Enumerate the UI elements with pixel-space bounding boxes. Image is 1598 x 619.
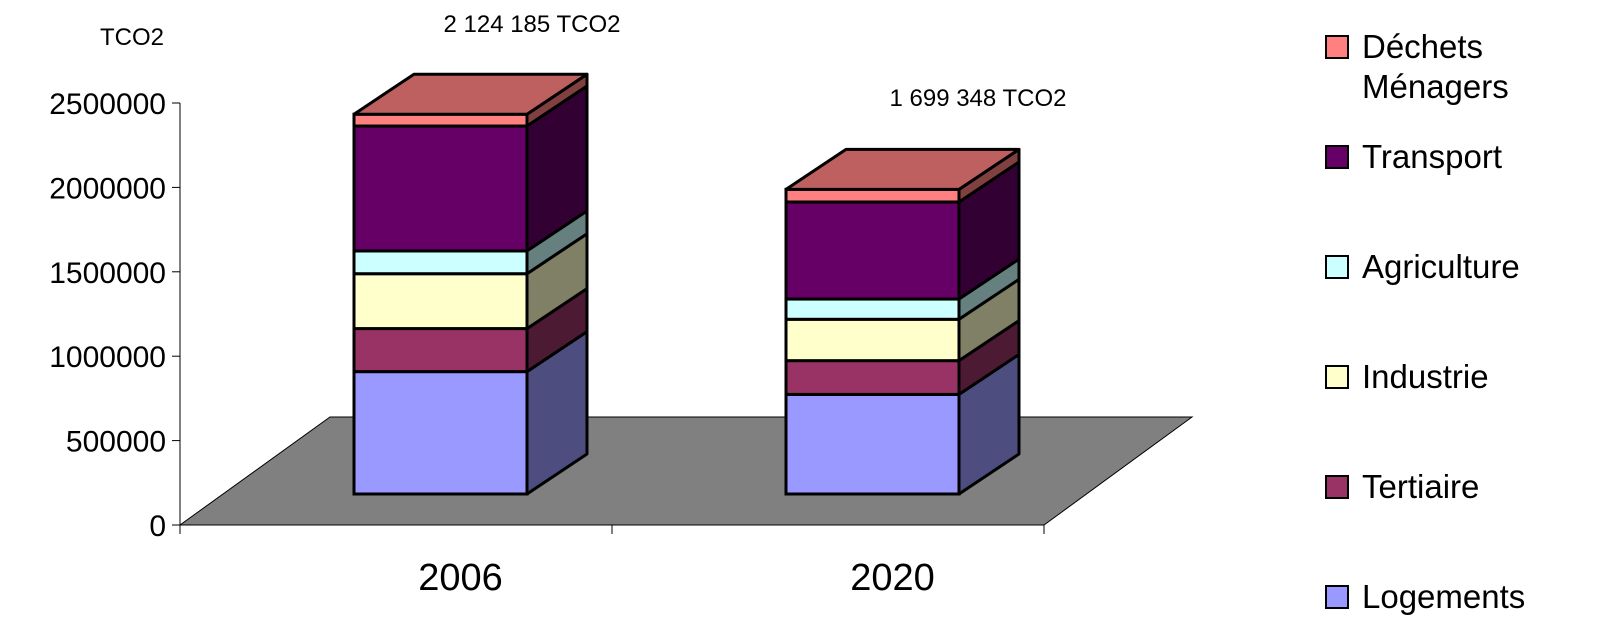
y-tick-label: 1000000: [49, 341, 166, 374]
y-tick-label: 2500000: [49, 88, 166, 121]
x-tick-label: 2020: [850, 557, 935, 599]
legend-swatch: [1325, 255, 1349, 279]
legend-label: Transport: [1362, 138, 1502, 175]
y-tick-label: 0: [149, 510, 166, 543]
legend-swatch: [1325, 35, 1349, 59]
bar-segment: [352, 249, 529, 276]
bar-segment: [352, 112, 529, 128]
bar-segment: [784, 200, 961, 301]
bars: [352, 72, 1021, 496]
bar-segment: [352, 327, 529, 374]
bar-segment: [784, 392, 961, 496]
legend-swatch: [1325, 365, 1349, 389]
floor-plane: [178, 416, 1194, 526]
y-tick-label: 500000: [66, 426, 166, 459]
bar-segment: [352, 124, 529, 253]
bar-total-label: 2 124 185 TCO2: [443, 11, 620, 38]
bar-total-label: 1 699 348 TCO2: [889, 85, 1066, 112]
bar-top: [352, 72, 589, 116]
bar-top: [784, 147, 1021, 191]
bar-segment: [784, 317, 961, 363]
legend-label: Tertiaire: [1362, 468, 1479, 505]
chart-labels: TCO2 2006 2 124 185 TCO2 2020 1 699 348 TCO…: [100, 11, 1067, 599]
bar-segment: [784, 359, 961, 396]
chart-floor: [178, 416, 1194, 526]
y-tick-label: 2000000: [49, 172, 166, 205]
legend-label: Déchets Ménagers: [1362, 28, 1509, 105]
bar-segment: [784, 187, 961, 204]
legend-label: Industrie: [1362, 358, 1489, 395]
bar-segment: [352, 370, 529, 496]
bar-segment: [352, 272, 529, 331]
legend-swatch: [1325, 475, 1349, 499]
legend-swatch: [1325, 145, 1349, 169]
bar-segment: [784, 297, 961, 321]
y-tick-label: 1500000: [49, 257, 166, 290]
axes: 0 500000 1000000 1500000 2000000 2500000: [49, 88, 1045, 543]
legend-label: Logements: [1362, 578, 1525, 615]
legend-swatch: [1325, 585, 1349, 609]
x-tick-label: 2006: [418, 557, 503, 599]
legend: Déchets Ménagers Transport Agriculture Indus…: [1325, 28, 1525, 615]
y-unit-label: TCO2: [100, 24, 164, 51]
legend-label: Agriculture: [1362, 248, 1520, 285]
